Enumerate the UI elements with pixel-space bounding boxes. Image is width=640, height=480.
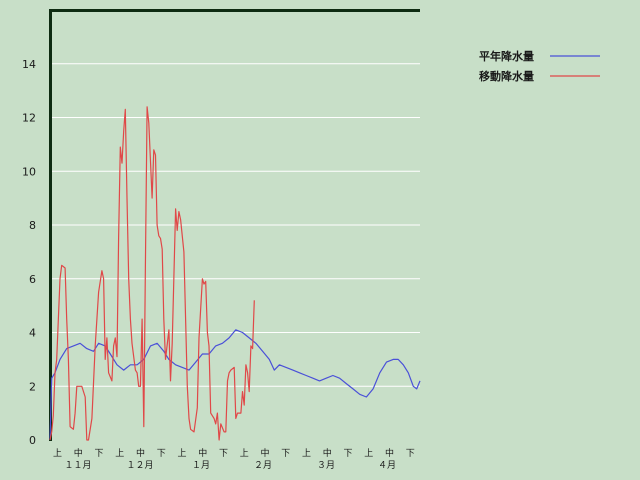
y-tick-label: 0 bbox=[29, 434, 36, 447]
legend-label-moving: 移動降水量 bbox=[479, 69, 534, 83]
x-dekad-label: 上 bbox=[364, 448, 373, 459]
y-tick-label: 4 bbox=[29, 327, 36, 340]
x-dekad-label: 上 bbox=[302, 448, 311, 459]
x-dekad-label: 下 bbox=[406, 449, 415, 459]
x-month-label: ３月 bbox=[317, 460, 335, 471]
y-tick-label: 14 bbox=[22, 58, 36, 71]
y-tick-label: 6 bbox=[29, 273, 36, 286]
legend-label-normal: 平年降水量 bbox=[479, 49, 534, 63]
y-tick-label: 2 bbox=[29, 380, 36, 393]
gridlines bbox=[50, 9, 420, 387]
x-dekad-label: 中 bbox=[260, 447, 269, 459]
x-dekad-label: 上 bbox=[53, 448, 62, 459]
series-lines bbox=[49, 106, 421, 441]
x-dekad-label: 下 bbox=[157, 449, 166, 459]
y-tick-label: 8 bbox=[29, 219, 36, 232]
x-dekad-label: 下 bbox=[281, 449, 290, 459]
x-dekad-label: 上 bbox=[115, 448, 124, 459]
y-tick-label: 12 bbox=[22, 112, 36, 125]
x-month-label: １２月 bbox=[126, 460, 153, 471]
x-dekad-label: 上 bbox=[240, 448, 249, 459]
x-dekad-label: 中 bbox=[323, 447, 332, 459]
x-dekad-label: 下 bbox=[94, 449, 103, 459]
x-tick-labels: 上中下上中下上中下上中下上中下上中下１１月 １２月 １月 ２月 ３月 ４月 bbox=[53, 447, 415, 471]
x-month-label: ２月 bbox=[254, 460, 272, 471]
x-month-label: １月 bbox=[192, 460, 210, 471]
x-dekad-label: 中 bbox=[198, 447, 207, 459]
x-month-label: １１月 bbox=[64, 460, 91, 471]
x-dekad-label: 中 bbox=[385, 447, 394, 459]
x-dekad-label: 下 bbox=[343, 449, 352, 459]
x-dekad-label: 下 bbox=[219, 449, 228, 459]
series-line-moving bbox=[49, 106, 255, 441]
x-dekad-label: 上 bbox=[177, 448, 186, 459]
y-tick-label: 10 bbox=[22, 165, 36, 178]
y-tick-labels: 0 2 4 6 8 10 12 14 bbox=[22, 58, 36, 447]
axes bbox=[49, 9, 420, 441]
x-dekad-label: 中 bbox=[136, 447, 145, 459]
x-dekad-label: 中 bbox=[74, 447, 83, 459]
x-month-label: ４月 bbox=[378, 460, 396, 471]
